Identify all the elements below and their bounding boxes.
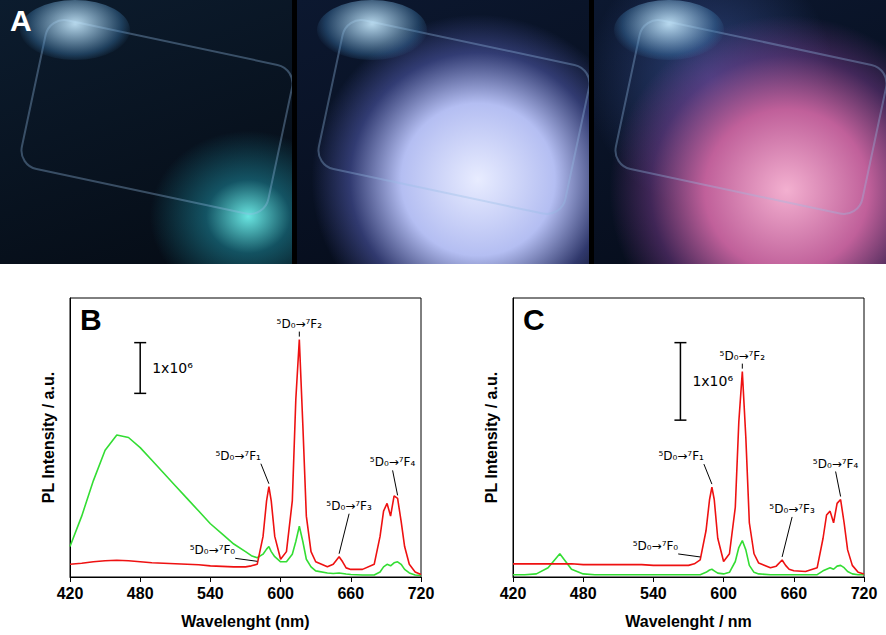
svg-text:660: 660	[780, 585, 807, 602]
svg-text:⁵D₀→⁷F₃: ⁵D₀→⁷F₃	[326, 499, 372, 513]
svg-text:600: 600	[710, 585, 737, 602]
svg-text:540: 540	[640, 585, 667, 602]
svg-text:⁵D₀→⁷F₄: ⁵D₀→⁷F₄	[370, 455, 416, 469]
svg-text:540: 540	[197, 585, 224, 602]
svg-text:⁵D₀→⁷F₂: ⁵D₀→⁷F₂	[277, 317, 323, 331]
svg-text:Wavelenght / nm: Wavelenght / nm	[625, 613, 752, 630]
svg-text:PL Intensity / a.u.: PL Intensity / a.u.	[483, 372, 500, 503]
svg-text:B: B	[80, 303, 102, 336]
svg-text:1x10⁶: 1x10⁶	[152, 360, 193, 376]
svg-text:1x10⁶: 1x10⁶	[692, 373, 733, 389]
svg-text:720: 720	[851, 585, 878, 602]
svg-text:⁵D₀→⁷F₀: ⁵D₀→⁷F₀	[633, 539, 679, 553]
svg-text:420: 420	[500, 585, 527, 602]
svg-text:660: 660	[337, 585, 364, 602]
svg-text:⁵D₀→⁷F₂: ⁵D₀→⁷F₂	[720, 349, 766, 363]
svg-text:C: C	[523, 303, 545, 336]
svg-text:480: 480	[127, 585, 154, 602]
svg-text:Wavelenght (nm): Wavelenght (nm)	[181, 613, 309, 630]
svg-text:420: 420	[57, 585, 84, 602]
svg-text:720: 720	[408, 585, 435, 602]
svg-text:⁵D₀→⁷F₃: ⁵D₀→⁷F₃	[769, 502, 815, 516]
svg-text:PL Intensity / a.u.: PL Intensity / a.u.	[40, 372, 57, 503]
svg-text:480: 480	[570, 585, 597, 602]
svg-text:⁵D₀→⁷F₄: ⁵D₀→⁷F₄	[813, 457, 859, 471]
html-text:A: A	[10, 4, 32, 37]
svg-text:⁵D₀→⁷F₁: ⁵D₀→⁷F₁	[215, 449, 261, 463]
svg-text:⁵D₀→⁷F₁: ⁵D₀→⁷F₁	[658, 449, 704, 463]
svg-text:⁵D₀→⁷F₀: ⁵D₀→⁷F₀	[190, 543, 236, 557]
svg-text:600: 600	[267, 585, 294, 602]
